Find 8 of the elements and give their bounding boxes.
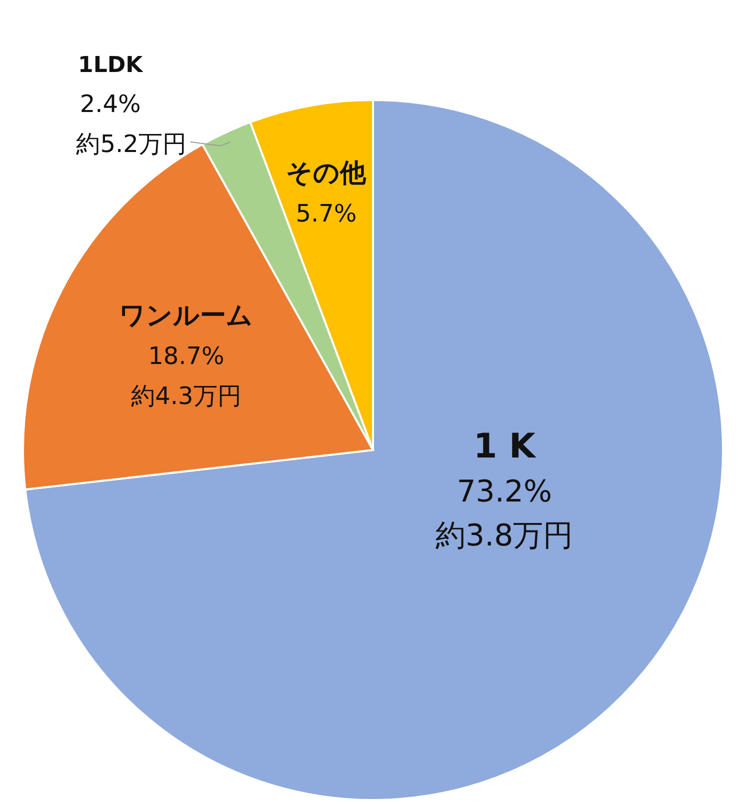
data-label: 18.7% 約4.3万円 — [131, 342, 242, 410]
slice-label: 1 K — [473, 426, 537, 467]
slice-label: ワンルーム — [119, 301, 254, 332]
data-label: 2.4% 約5.2万円 — [76, 90, 186, 158]
data-label: 73.2% 約3.8万円 — [436, 474, 574, 554]
slice-label: その他 — [286, 158, 368, 189]
data-label: 5.7% — [296, 200, 357, 228]
slice-label: 1LDK — [78, 52, 144, 78]
